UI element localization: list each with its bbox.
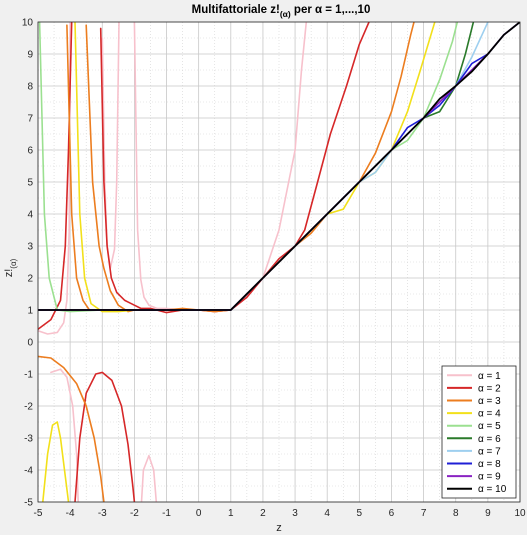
x-tick-label: 5: [357, 508, 363, 519]
y-tick-label: 7: [27, 114, 33, 125]
y-tick-label: 6: [27, 146, 33, 157]
y-axis-label: z!(α): [3, 258, 18, 277]
series-line-3: [38, 355, 105, 502]
legend: α = 1α = 2 α = 3 α = 4α = 5 α = 6α = 7 α = 8…: [441, 365, 517, 499]
y-tick-label: 0: [27, 338, 33, 349]
x-tick-label: 7: [421, 508, 427, 519]
y-tick-label: -3: [24, 434, 33, 445]
legend-label-5: α = 5: [478, 421, 501, 432]
y-tick-label: 5: [27, 178, 33, 189]
series-line-10: [38, 22, 520, 311]
x-tick-label: 9: [485, 508, 491, 519]
x-tick-label: 6: [389, 508, 395, 519]
x-tick-label: -4: [66, 508, 75, 519]
x-tick-label: 0: [196, 508, 202, 519]
y-tick-label: 1: [27, 306, 33, 317]
y-tick-label: 10: [22, 18, 34, 29]
legend-label-8: α = 8: [478, 459, 501, 470]
plot-border: [37, 21, 521, 503]
legend-label-10: α = 10: [478, 484, 507, 495]
y-axis-label-subscript: (α): [9, 258, 18, 268]
chart-title-subscript: (α): [280, 9, 291, 19]
series-line-4: [41, 421, 70, 502]
legend-label-6: α = 6: [478, 434, 501, 445]
y-tick-label: -4: [24, 466, 33, 477]
chart-title: Multifattoriale z!(α) per α = 1,...,10: [192, 4, 371, 19]
tick-labels: -5 -4 -3 -2 -1 0 1 2 3 4 5 6 7 8 9 10 -5 -4 -3 -2 -1 0 1 2 3 4 5 6 7…: [22, 18, 526, 520]
x-axis-label: z: [276, 522, 282, 534]
y-tick-label: -1: [24, 370, 33, 381]
x-tick-label: -5: [34, 508, 43, 519]
y-tick-label: 3: [27, 242, 33, 253]
y-tick-label: -2: [24, 402, 33, 413]
y-tick-label: 4: [27, 210, 33, 221]
legend-label-9: α = 9: [478, 472, 501, 483]
x-tick-label: 4: [324, 508, 330, 519]
legend-label-7: α = 7: [478, 446, 501, 457]
series-line-1: [50, 368, 79, 502]
x-tick-label: -1: [162, 508, 171, 519]
x-tick-label: 3: [292, 508, 298, 519]
series-layer: [38, 22, 520, 502]
y-tick-label: 2: [27, 274, 33, 285]
legend-label-2: α = 2: [478, 383, 501, 394]
y-tick-label: -5: [24, 498, 33, 509]
series-line-1: [140, 454, 158, 502]
series-line-1: [38, 22, 71, 335]
series-10: [38, 22, 520, 311]
x-tick-label: -3: [98, 508, 107, 519]
y-tick-label: 9: [27, 50, 33, 61]
grid: [37, 21, 521, 503]
legend-label-3: α = 3: [478, 396, 501, 407]
x-tick-label: 8: [453, 508, 459, 519]
x-tick-label: 10: [514, 508, 526, 519]
x-tick-label: 2: [260, 508, 266, 519]
series-line-2: [74, 371, 136, 502]
legend-label-1: α = 1: [478, 371, 501, 382]
x-tick-label: 1: [228, 508, 234, 519]
y-tick-label: 8: [27, 82, 33, 93]
chart-title-rest: per α = 1,...,10: [291, 4, 371, 16]
legend-label-4: α = 4: [478, 409, 501, 420]
x-tick-label: -2: [130, 508, 139, 519]
